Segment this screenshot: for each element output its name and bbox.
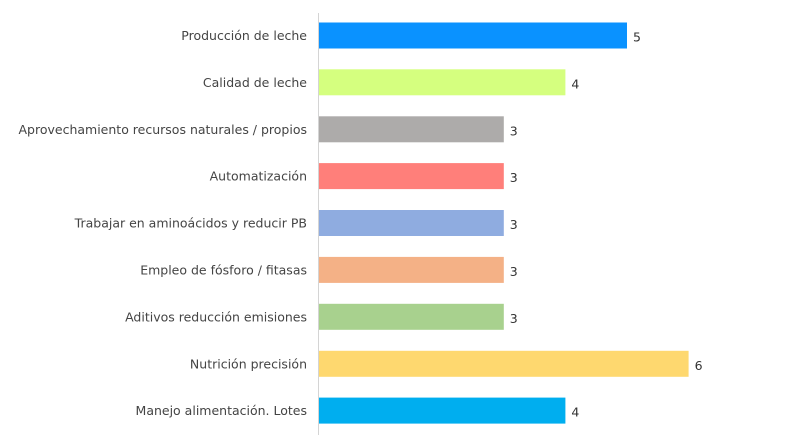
bar-4 bbox=[319, 163, 504, 190]
category-label-6: Empleo de fósforo / fitasas bbox=[140, 262, 307, 277]
category-label-7: Aditivos reducción emisiones bbox=[125, 309, 307, 324]
bar-5 bbox=[319, 210, 504, 236]
value-label-7: 3 bbox=[510, 311, 518, 326]
value-label-5: 3 bbox=[510, 217, 518, 232]
category-label-8: Nutrición precisión bbox=[190, 356, 307, 371]
category-label-5: Trabajar en aminoácidos y reducir PB bbox=[74, 216, 307, 231]
bar-1 bbox=[319, 22, 627, 49]
category-label-1: Producción de leche bbox=[181, 28, 307, 43]
value-label-9: 4 bbox=[571, 405, 579, 420]
bar-8 bbox=[319, 350, 689, 377]
bar-2 bbox=[319, 69, 566, 96]
value-label-8: 6 bbox=[695, 358, 703, 373]
bar-7 bbox=[319, 303, 504, 330]
bar-9 bbox=[319, 397, 566, 424]
category-label-9: Manejo alimentación. Lotes bbox=[136, 403, 307, 418]
bar-6 bbox=[319, 256, 504, 283]
value-label-4: 3 bbox=[510, 170, 518, 185]
category-label-2: Calidad de leche bbox=[203, 75, 307, 90]
bar-3 bbox=[319, 116, 504, 143]
value-label-2: 4 bbox=[571, 76, 579, 91]
category-label-3: Aprovechamiento recursos naturales / pro… bbox=[18, 122, 307, 137]
value-label-1: 5 bbox=[633, 30, 641, 45]
value-label-6: 3 bbox=[510, 264, 518, 279]
value-label-3: 3 bbox=[510, 123, 518, 138]
category-label-4: Automatización bbox=[210, 169, 307, 184]
